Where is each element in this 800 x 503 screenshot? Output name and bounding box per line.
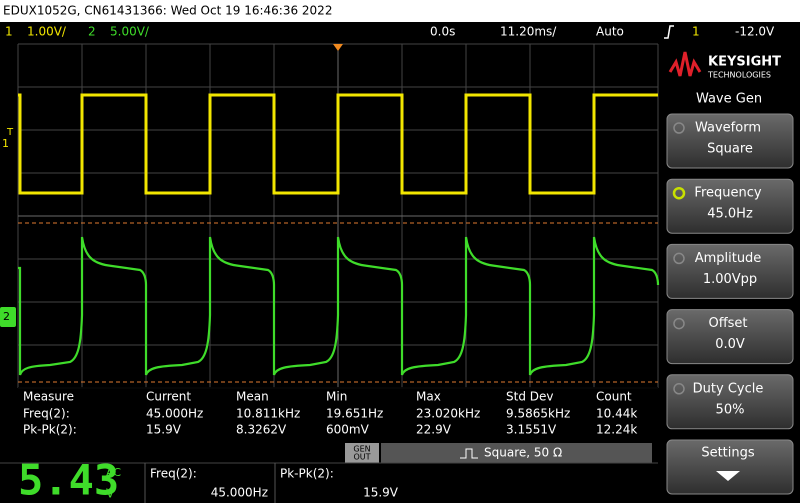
meas-cell: 10.811kHz [236, 407, 300, 421]
square-icon [460, 448, 478, 459]
trigger-mode: Auto [596, 25, 624, 39]
ch2-number: 2 [88, 25, 96, 39]
meter-unit: V [106, 487, 115, 501]
quick-meas-label: Pk-Pk(2): [280, 467, 334, 481]
meas-cell: 9.5865kHz [506, 407, 570, 421]
gen-out-label: GEN [353, 445, 370, 454]
quick-meas-value: 15.9V [363, 486, 399, 500]
trigger-level: -12.0V [735, 25, 775, 39]
ch1-ground-marker: 1 [2, 137, 9, 150]
ch2-ground-marker: 2 [3, 310, 10, 323]
softkey[interactable] [666, 113, 794, 169]
trigger-marker: T [6, 127, 14, 138]
softkey[interactable] [666, 309, 794, 365]
meas-cell: 19.651Hz [326, 407, 383, 421]
softkey-value: 0.0V [715, 337, 745, 352]
ch1-waveform [18, 93, 658, 195]
softkey-icon [672, 186, 686, 200]
meas-header: Current [146, 390, 191, 404]
meas-cell: Pk-Pk(2): [23, 423, 77, 437]
trigger-slope-icon [664, 25, 674, 39]
meas-cell: 22.9V [416, 423, 452, 437]
softkey-value: 1.00Vpp [703, 272, 757, 287]
softkey-label: Frequency [694, 186, 761, 201]
time-scale: 11.20ms/ [500, 25, 557, 39]
ch2-marker-box [0, 307, 16, 327]
softkey-icon [673, 252, 685, 265]
title: EDUX1052G, CN61431366: Wed Oct 19 16:46:… [3, 4, 332, 18]
meas-header: Max [416, 390, 441, 404]
meas-header: Min [326, 390, 347, 404]
quick-meas-value: 45.000Hz [211, 486, 268, 500]
measurement-panel [18, 387, 658, 440]
ch2-scale: 5.00V/ [110, 25, 150, 39]
meter-reading: 5.43 [18, 456, 119, 503]
ch2-waveform [18, 236, 660, 376]
softkey-label: Amplitude [695, 251, 762, 266]
meas-cell: 600mV [326, 423, 370, 437]
meas-header: Mean [236, 390, 269, 404]
softkey[interactable] [666, 374, 794, 430]
gen-out-button[interactable] [345, 443, 379, 463]
softkey-value: Square [707, 142, 753, 157]
meter-coupling: AC [106, 466, 121, 479]
softkey-value: 50% [716, 402, 745, 417]
meas-cell: 15.9V [146, 423, 182, 437]
meas-cell: 3.1551V [506, 423, 557, 437]
quick-meas-label: Freq(2): [150, 467, 197, 481]
gen-out-label: OUT [353, 453, 370, 462]
time-offset: 0.0s [430, 25, 455, 39]
softkey-label: Settings [701, 446, 755, 461]
meas-cell: 23.020kHz [416, 407, 480, 421]
softkey-label: Waveform [695, 121, 761, 136]
softkey-icon [673, 317, 685, 330]
trigger-source: 1 [692, 25, 700, 39]
softkey-label: Duty Cycle [693, 381, 764, 396]
status-bar: 1 1.00V/ 2 5.00V/ 0.0s 11.20ms/ Auto 1 -… [5, 25, 775, 39]
meas-header: Count [596, 390, 632, 404]
ch1-number: 1 [5, 25, 13, 39]
softkeys: Waveform Square Frequency 45.0Hz Amplitude 1.… [666, 113, 794, 495]
softkey[interactable] [666, 243, 794, 299]
brand-logo [668, 51, 702, 77]
title-bar [0, 0, 800, 22]
softkey-arrow [716, 471, 740, 481]
softkey-label: Offset [708, 316, 747, 331]
meas-cell: 12.24k [596, 423, 637, 437]
brand-sub: TECHNOLOGIES [707, 71, 771, 80]
meas-cell: 8.3262V [236, 423, 287, 437]
wave-gen-status-bar [381, 443, 652, 463]
softkey-icon [673, 122, 685, 134]
softkey-icon [673, 383, 685, 395]
meas-cell: 10.44k [596, 407, 637, 421]
wave-gen-status: Square, 50 Ω [484, 446, 562, 460]
meas-cell: Freq(2): [23, 407, 70, 421]
brand: KEYSIGHT [708, 55, 781, 70]
measurement-table: Measure Current Mean Min Max Std Dev Count Freq… [23, 390, 637, 437]
ch1-scale: 1.00V/ [27, 25, 67, 39]
softkey[interactable] [666, 178, 794, 234]
meas-cell: 45.000Hz [146, 407, 203, 421]
softkey-value: 45.0Hz [707, 207, 753, 222]
menu-title: Wave Gen [696, 92, 762, 107]
softkey-panel: KEYSIGHT TECHNOLOGIES Wave Gen [668, 51, 781, 107]
meas-header: Measure [23, 390, 74, 404]
trigger-position-marker [333, 44, 343, 51]
softkey[interactable] [666, 439, 794, 495]
meas-header: Std Dev [506, 390, 553, 404]
